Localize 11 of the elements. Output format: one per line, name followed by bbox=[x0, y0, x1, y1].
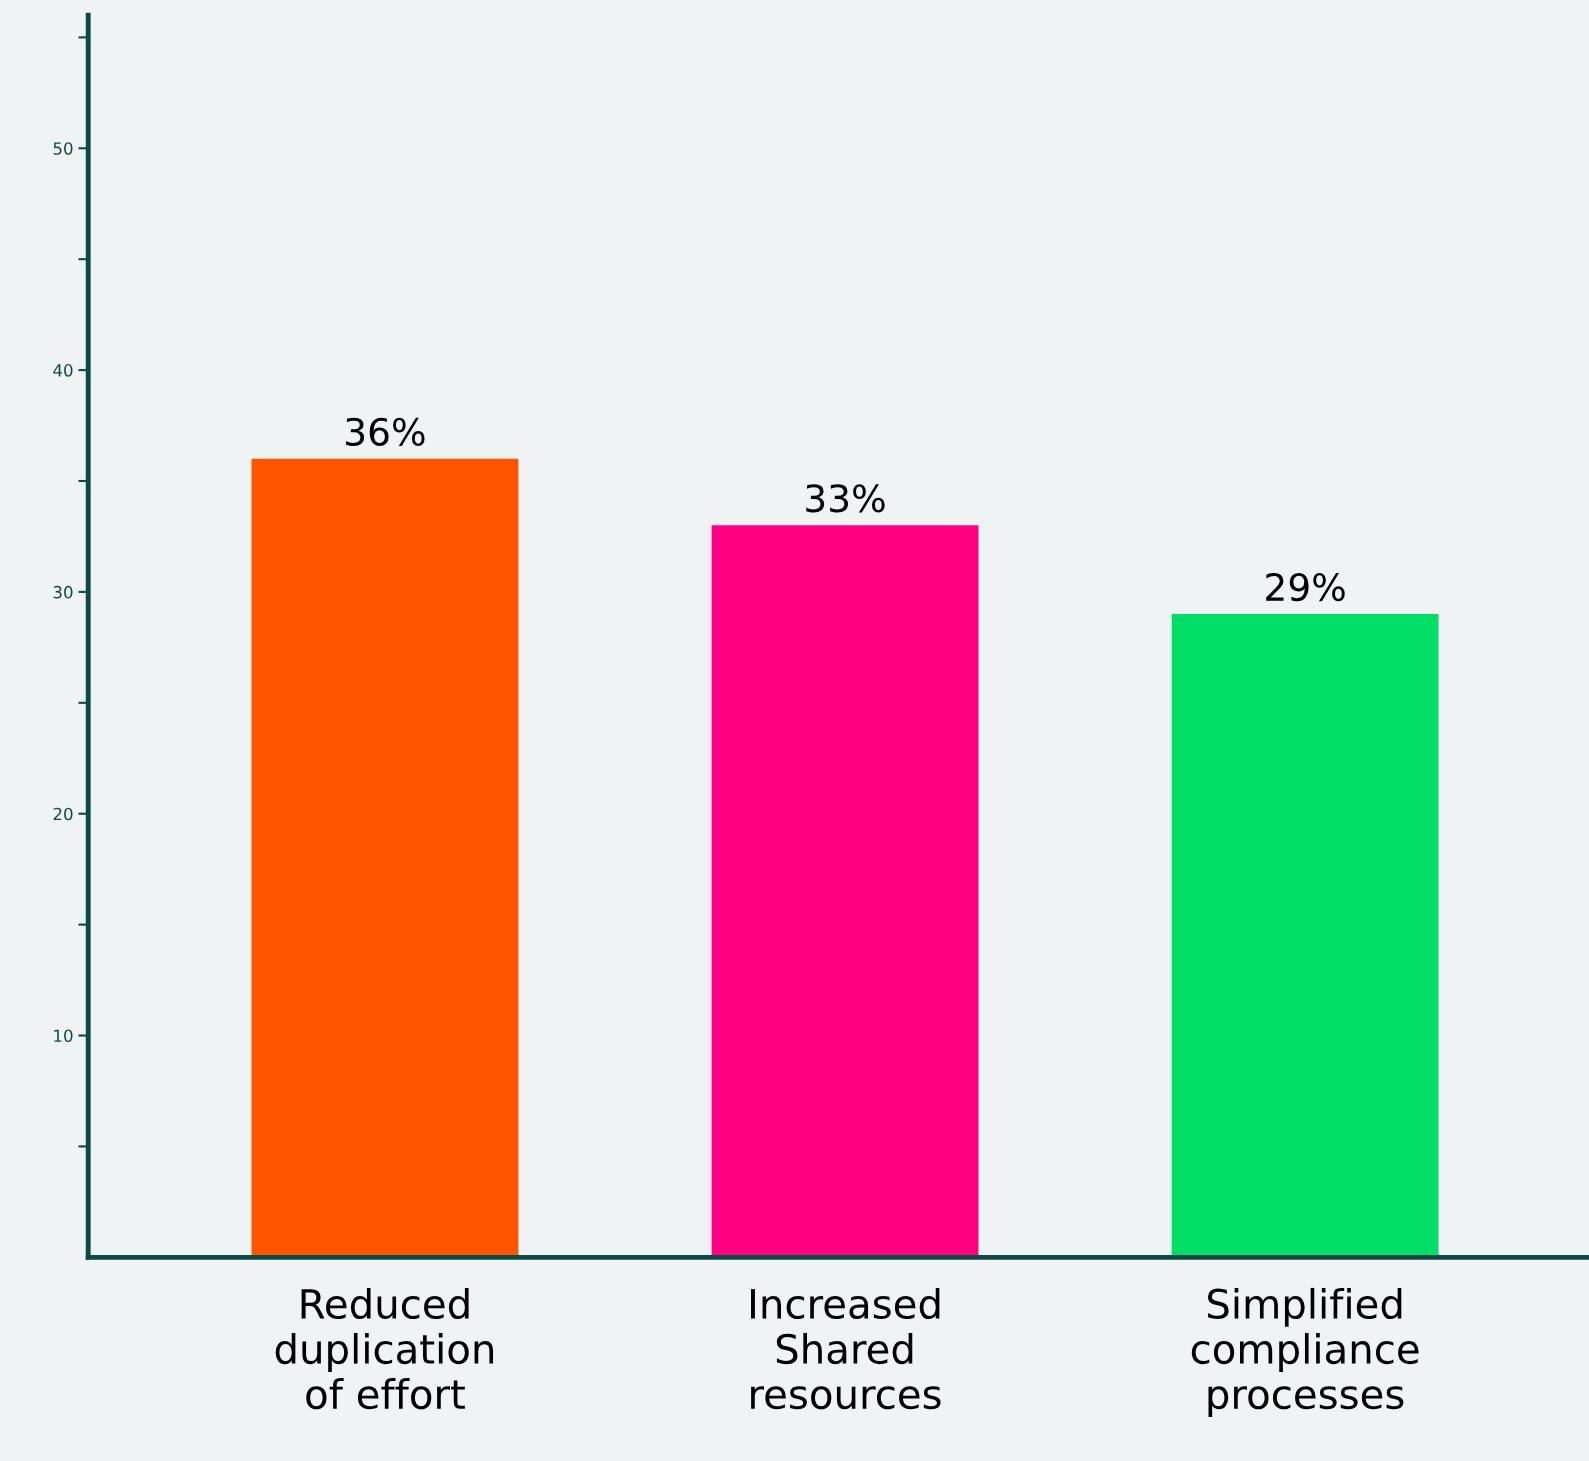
y-tick-label: 30 bbox=[53, 585, 73, 599]
x-tick-label: Simplified compliance processes bbox=[1191, 1287, 1419, 1418]
y-tick-label: 50 bbox=[53, 142, 73, 155]
x-tick-label: Increased Shared resources bbox=[750, 1287, 941, 1410]
y-tick-label: 10 bbox=[54, 1029, 73, 1043]
y-tick-label: 20 bbox=[53, 807, 73, 821]
data-label: 29% bbox=[1266, 572, 1345, 602]
data-label: 36% bbox=[346, 417, 425, 446]
y-tick-label: 40 bbox=[53, 364, 73, 377]
x-tick-label: Reduced duplication of effort bbox=[275, 1287, 494, 1410]
data-label: 33% bbox=[806, 484, 885, 513]
